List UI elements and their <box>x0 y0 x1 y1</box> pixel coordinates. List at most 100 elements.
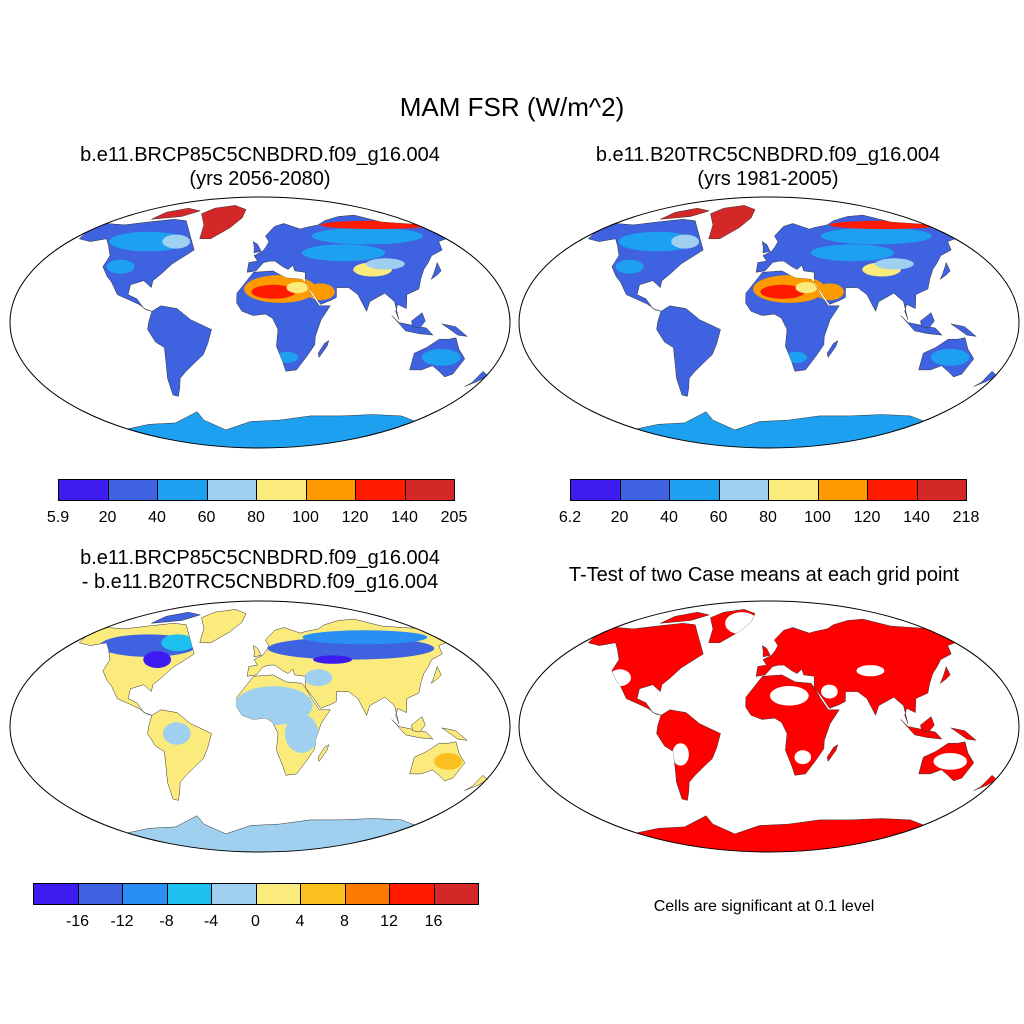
landmass-antarctica <box>109 411 420 448</box>
landmass-newzealand <box>464 370 489 387</box>
colorbar-label: 0 <box>251 913 260 930</box>
colorbar-label: 100 <box>292 509 319 526</box>
colorbar-label: 4 <box>295 913 305 930</box>
colorbar-label: 5.9 <box>46 509 70 526</box>
field-region <box>795 282 818 294</box>
field-region <box>307 283 335 301</box>
map-outline <box>518 600 1020 853</box>
colorbar-label: 20 <box>610 509 629 526</box>
panel-title-difference-line1: b.e11.BRCP85C5CNBDRD.f09_g16.004 <box>80 547 440 569</box>
landmass-southAmerica <box>656 305 721 397</box>
landmass-newguinea <box>950 727 978 741</box>
landmass-newguinea <box>950 323 978 337</box>
field-region <box>320 220 432 230</box>
field-region <box>162 234 191 249</box>
panel-title-future-years: (yrs 2056-2080) <box>189 168 331 190</box>
landmass-arctic <box>151 611 202 624</box>
significance-note: Cells are significant at 0.1 level <box>653 898 875 915</box>
landmass-britain <box>761 241 771 254</box>
field-region <box>930 349 970 366</box>
field-region <box>769 686 809 706</box>
field-region <box>810 244 895 262</box>
landmass-japan <box>430 665 442 685</box>
field-region <box>816 283 844 301</box>
colorbar-label: 205 <box>440 509 468 526</box>
field-region <box>671 234 700 249</box>
landmass-southAmerica <box>147 305 212 397</box>
colorbar-swatch <box>817 479 868 501</box>
landmass-borneo <box>920 716 935 733</box>
panel-title-future: b.e11.BRCP85C5CNBDRD.f09_g16.004 (yrs 20… <box>10 143 510 191</box>
landmass-madagascar <box>317 744 330 763</box>
colorbar-swatch <box>255 883 301 905</box>
field-region <box>304 669 333 687</box>
field-region <box>311 227 423 245</box>
main-title: MAM FSR (W/m^2) <box>399 92 625 122</box>
panel-title-ttest: T-Test of two Case means at each grid po… <box>568 564 960 586</box>
landmass-britain <box>252 645 262 658</box>
colorbar-swatch <box>157 479 208 501</box>
panel-title-historical-case: b.e11.B20TRC5CNBDRD.f09_g16.004 <box>595 144 941 166</box>
colorbar-swatch <box>300 883 346 905</box>
field-region <box>143 651 172 668</box>
field-region <box>821 684 838 699</box>
colorbar-swatch <box>206 479 257 501</box>
colorbar-swatch <box>389 883 435 905</box>
field-region <box>106 259 135 274</box>
colorbar-label: 6.2 <box>558 509 582 526</box>
colorbar-label: 100 <box>804 509 831 526</box>
field-region <box>820 227 932 245</box>
landmass-newzealand <box>973 774 998 791</box>
field-region <box>302 630 428 645</box>
field-region <box>301 244 386 262</box>
colorbar-label: 12 <box>380 913 398 930</box>
colorbar-historical: 6.2 20 40 60 80 100 120 140 218 <box>559 479 979 529</box>
field-region <box>162 722 191 745</box>
field-region <box>725 612 759 635</box>
landmass-britain <box>252 241 262 254</box>
colorbar-label: 80 <box>247 509 265 526</box>
landmass-japan <box>430 261 442 281</box>
field-region <box>366 258 405 270</box>
landmass-greenland <box>708 205 756 240</box>
map-historical <box>518 196 1020 449</box>
landmass-africa <box>745 674 840 776</box>
map-outline <box>9 600 511 853</box>
map-outline <box>9 196 511 449</box>
field-region <box>284 714 319 753</box>
colorbar-label: 140 <box>391 509 418 526</box>
colorbar-swatch <box>916 479 967 501</box>
colorbar-swatch <box>77 883 123 905</box>
landmass-borneo <box>411 312 426 329</box>
colorbar-swatch <box>305 479 356 501</box>
landmass-arctic <box>151 207 202 220</box>
colorbar-label: 40 <box>660 509 678 526</box>
colorbar-swatch <box>619 479 670 501</box>
colorbar-swatch <box>570 479 621 501</box>
colorbar-label: 60 <box>197 509 216 526</box>
colorbar-swatch <box>58 479 109 501</box>
field-region <box>794 750 812 765</box>
landmass-northAmerica <box>587 623 704 716</box>
colorbar-swatch <box>867 479 918 501</box>
panel-title-historical-years: (yrs 1981-2005) <box>697 168 839 190</box>
field-region <box>672 743 689 766</box>
colorbar-swatch <box>768 479 819 501</box>
colorbar-swatch <box>433 883 479 905</box>
landmass-newguinea <box>441 727 469 741</box>
colorbar-swatch <box>122 883 168 905</box>
colorbar-swatch <box>211 883 257 905</box>
landmass-arctic <box>660 207 711 220</box>
map-ttest <box>518 600 1020 853</box>
landmass-britain <box>761 645 771 658</box>
landmass-madagascar <box>317 340 330 359</box>
field-region <box>829 220 941 230</box>
colorbar-label: 140 <box>903 509 930 526</box>
colorbar-swatch <box>404 479 455 501</box>
landmass-newguinea <box>441 323 469 337</box>
landmass-arctic <box>660 611 711 624</box>
field-region <box>434 753 462 770</box>
colorbar-label: -4 <box>203 913 219 930</box>
colorbar-swatch <box>33 883 79 905</box>
field-region <box>760 284 805 299</box>
